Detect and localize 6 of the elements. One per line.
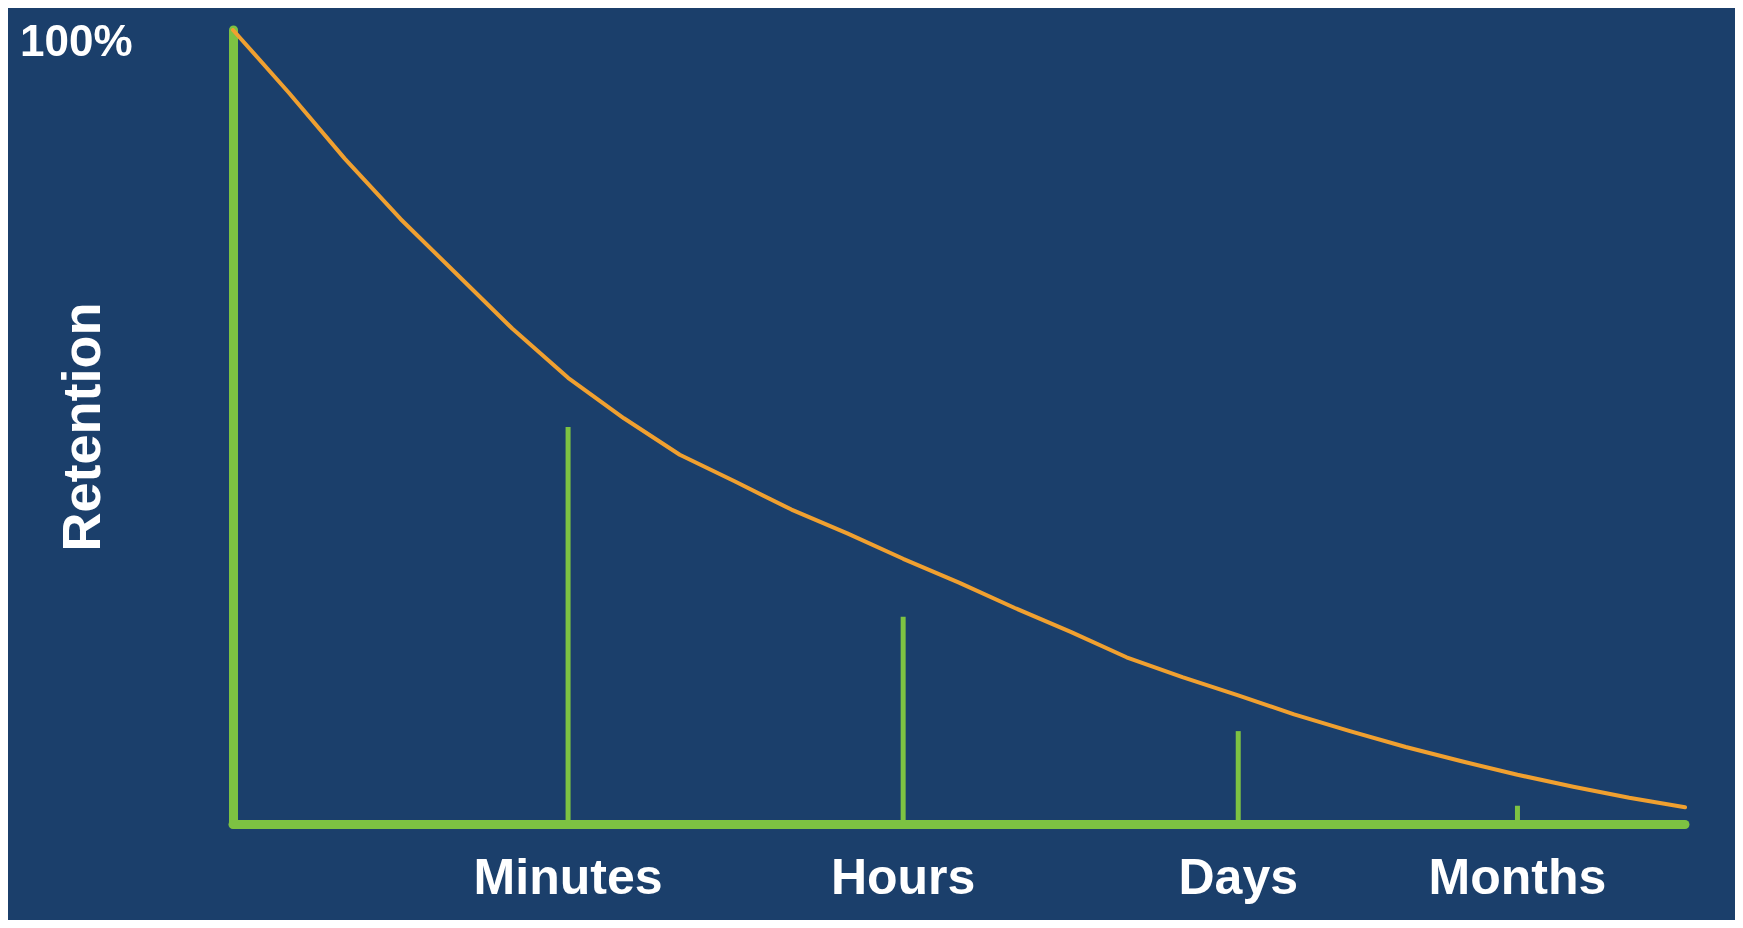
x-tick-label: Months	[1428, 849, 1607, 905]
y-axis-title: Retention	[51, 302, 111, 552]
text: 100%	[20, 15, 133, 65]
x-tick-label: Minutes	[473, 849, 663, 905]
x-tick-label: Days	[1178, 849, 1298, 905]
x-tick-label: Hours	[830, 849, 976, 905]
